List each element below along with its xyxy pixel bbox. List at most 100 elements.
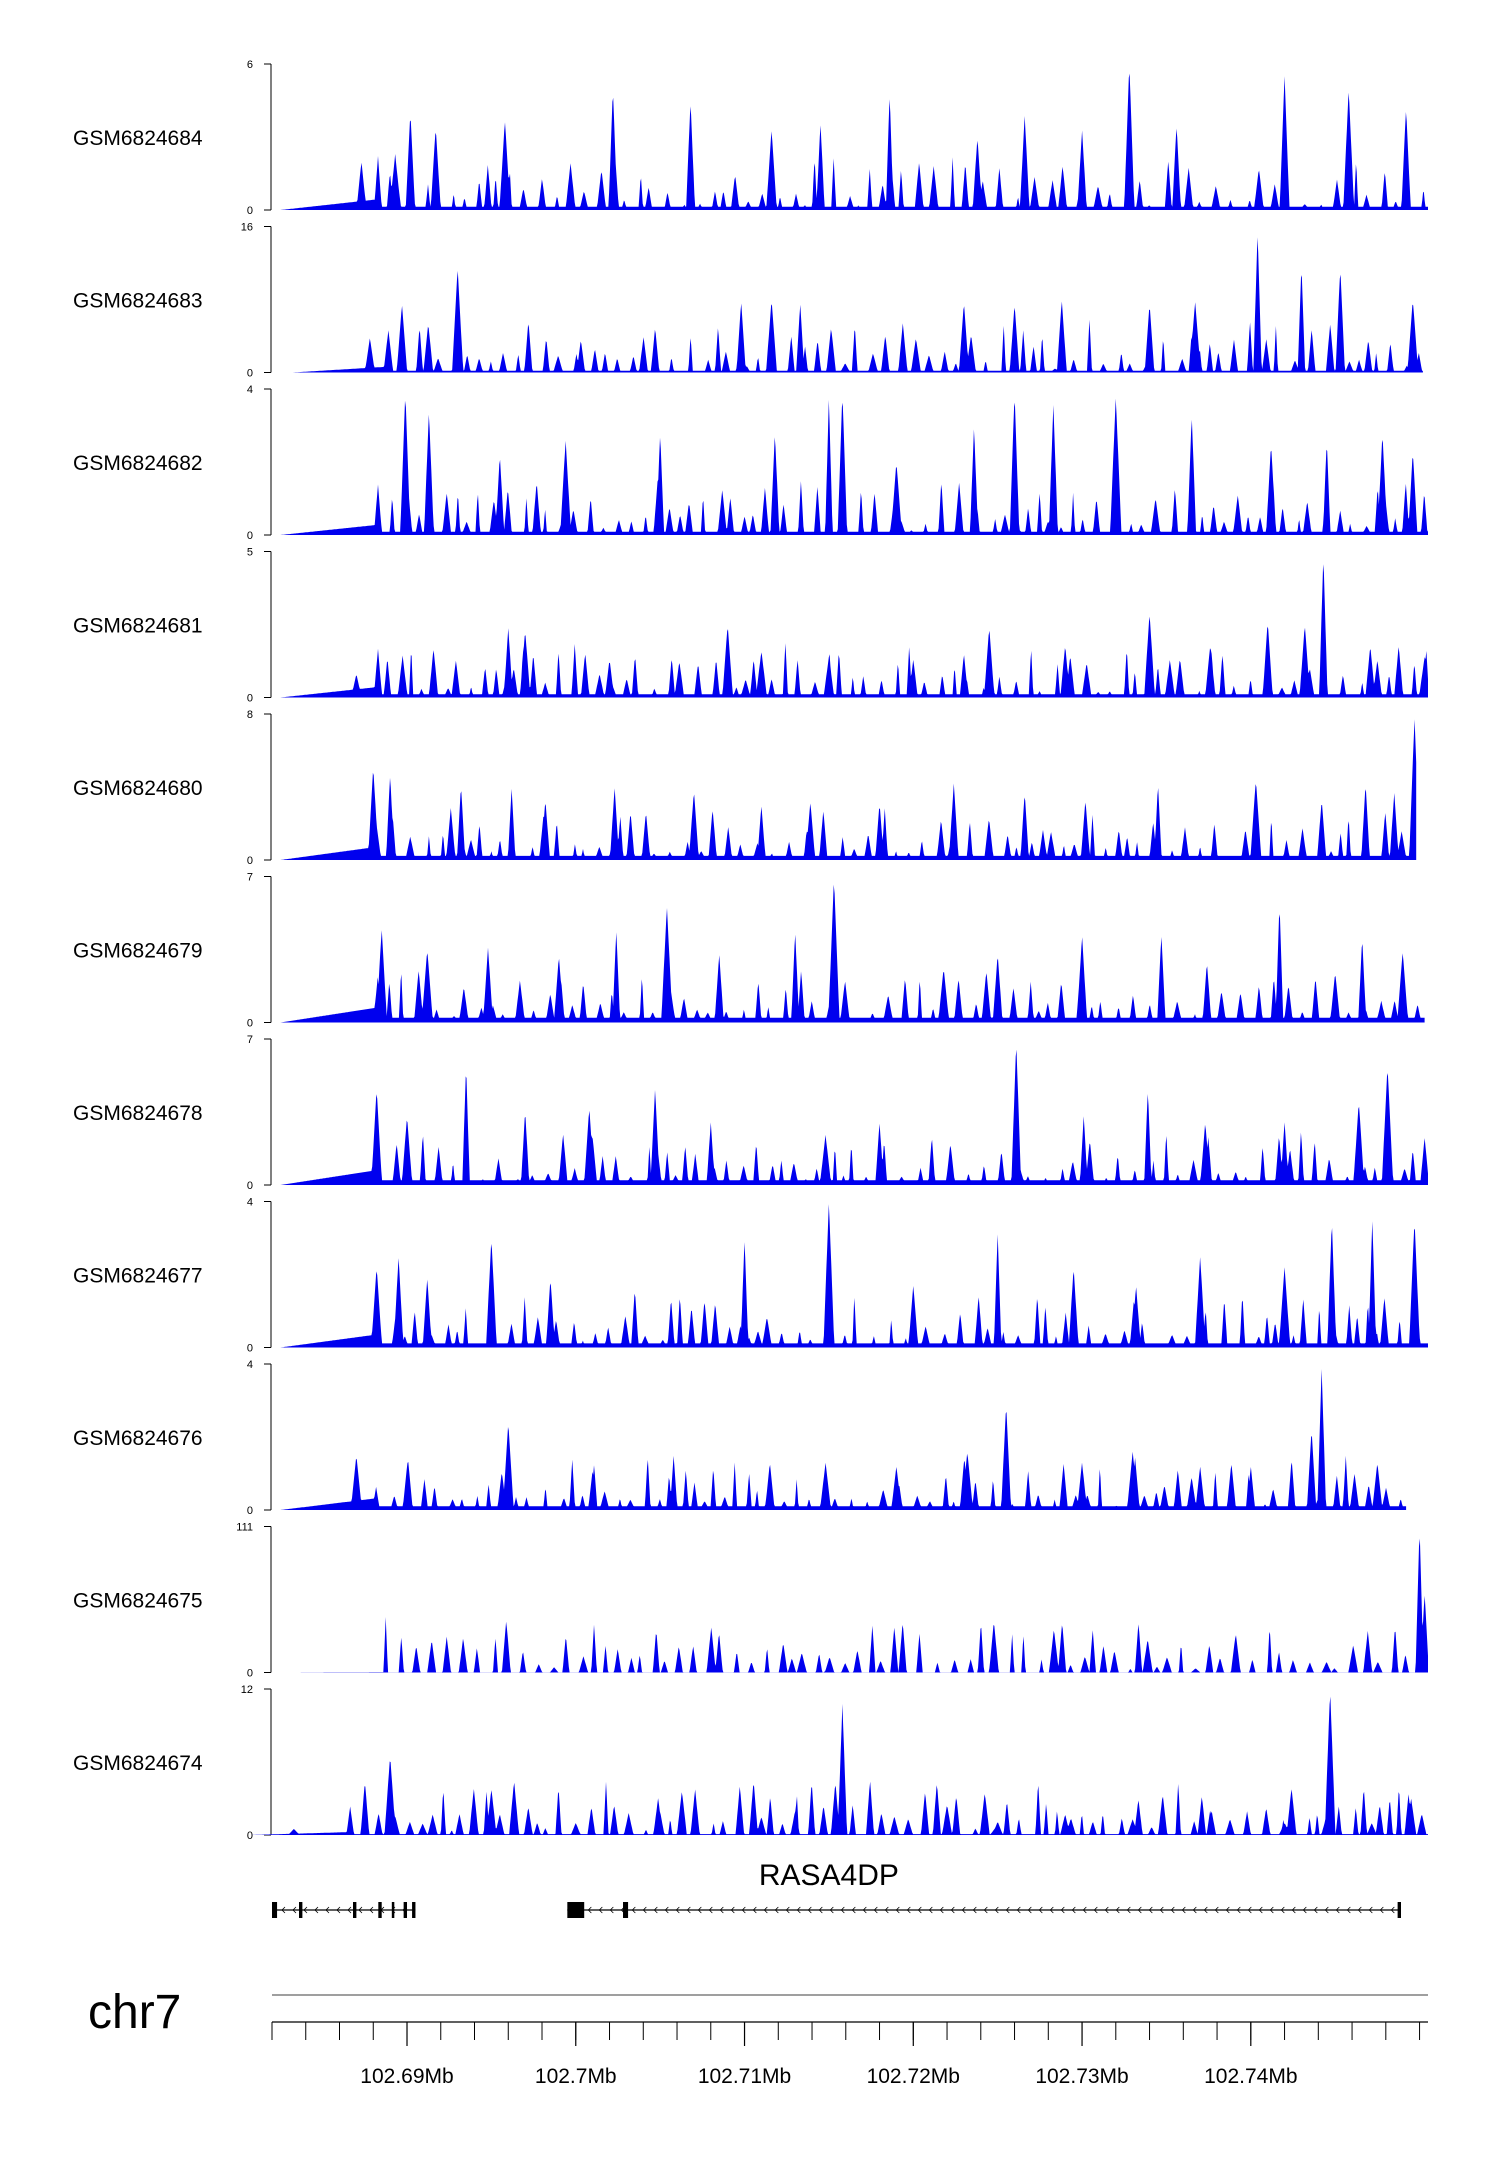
coverage-area: [280, 398, 1428, 535]
strand-arrow: [752, 1906, 757, 1914]
strand-arrow: [1104, 1906, 1109, 1914]
y-max-label: 5: [247, 547, 253, 559]
strand-arrow: [1115, 1906, 1120, 1914]
strand-arrow: [587, 1906, 592, 1914]
y-min-label: 0: [247, 205, 253, 217]
strand-arrow: [873, 1906, 878, 1914]
strand-arrow: [1324, 1906, 1329, 1914]
axis-tick-label: 102.71Mb: [698, 2065, 791, 2088]
strand-arrow: [369, 1906, 374, 1914]
y-max-label: 4: [247, 384, 253, 396]
y-max-label: 4: [247, 1359, 253, 1371]
strand-arrow: [1038, 1906, 1043, 1914]
axis-tick-label: 102.72Mb: [867, 2065, 960, 2088]
strand-arrow: [1247, 1906, 1252, 1914]
strand-arrow: [1170, 1906, 1175, 1914]
strand-arrow: [961, 1906, 966, 1914]
strand-arrow: [1280, 1906, 1285, 1914]
strand-arrow: [686, 1906, 691, 1914]
strand-arrow: [1137, 1906, 1142, 1914]
coverage-area: [250, 1696, 1429, 1835]
strand-arrow: [653, 1906, 658, 1914]
coverage-area: [280, 1369, 1407, 1510]
exon: [623, 1902, 629, 1918]
coverage-area: [280, 564, 1428, 698]
strand-arrow: [862, 1906, 867, 1914]
y-min-label: 0: [247, 693, 253, 705]
exon: [567, 1902, 585, 1918]
y-min-label: 0: [247, 1018, 253, 1030]
strand-arrow: [598, 1906, 603, 1914]
strand-arrow: [303, 1906, 308, 1914]
track-GSM6824683: GSM6824683 16 0: [73, 222, 1423, 380]
strand-arrow: [1203, 1906, 1208, 1914]
strand-arrow: [1016, 1906, 1021, 1914]
strand-arrow: [1159, 1906, 1164, 1914]
strand-arrow: [1192, 1906, 1197, 1914]
track-GSM6824674: GSM6824674 12 0: [73, 1684, 1429, 1842]
track-label: GSM6824678: [73, 1102, 203, 1125]
strand-arrow: [906, 1906, 911, 1914]
coverage-tracks: GSM682468460GSM6824683160GSM682468240GSM…: [73, 59, 1429, 1842]
y-min-label: 0: [247, 1180, 253, 1192]
coverage-area: [280, 884, 1425, 1023]
track-GSM6824684: GSM6824684 6 0: [73, 59, 1428, 217]
exon: [299, 1902, 303, 1918]
exon: [1397, 1902, 1401, 1918]
strand-arrow: [1379, 1906, 1384, 1914]
strand-arrow: [851, 1906, 856, 1914]
exon: [353, 1902, 357, 1918]
strand-arrow: [1082, 1906, 1087, 1914]
coverage-area: [280, 719, 1417, 860]
chromosome-label: chr7: [88, 1986, 181, 2039]
strand-arrow: [917, 1906, 922, 1914]
y-max-label: 8: [247, 709, 253, 721]
strand-arrow: [972, 1906, 977, 1914]
strand-arrow: [884, 1906, 889, 1914]
strand-arrow: [1368, 1906, 1373, 1914]
strand-arrow: [1027, 1906, 1032, 1914]
exon: [412, 1902, 416, 1918]
y-min-label: 0: [247, 1830, 253, 1842]
strand-arrow: [719, 1906, 724, 1914]
y-min-label: 0: [247, 1505, 253, 1517]
strand-arrow: [1258, 1906, 1263, 1914]
strand-arrow: [741, 1906, 746, 1914]
track-label: GSM6824682: [73, 452, 203, 475]
y-max-label: 12: [241, 1684, 253, 1696]
strand-arrow: [983, 1906, 988, 1914]
gene-track: RASA4DP: [272, 1859, 1401, 1918]
strand-arrow: [950, 1906, 955, 1914]
y-min-label: 0: [247, 530, 253, 542]
strand-arrow: [730, 1906, 735, 1914]
coverage-area: [292, 237, 1423, 373]
strand-arrow: [1049, 1906, 1054, 1914]
strand-arrow: [609, 1906, 614, 1914]
track-label: GSM6824677: [73, 1265, 203, 1288]
exon: [378, 1902, 382, 1918]
track-GSM6824676: GSM6824676 4 0: [73, 1359, 1407, 1517]
y-min-label: 0: [247, 855, 253, 867]
y-max-label: 6: [247, 59, 253, 71]
strand-arrow: [895, 1906, 900, 1914]
strand-arrow: [994, 1906, 999, 1914]
track-label: GSM6824684: [73, 127, 203, 150]
strand-arrow: [796, 1906, 801, 1914]
strand-arrow: [292, 1906, 297, 1914]
gene-label: RASA4DP: [759, 1859, 899, 1892]
strand-arrow: [1291, 1906, 1296, 1914]
axis-tick-label: 102.69Mb: [360, 2065, 453, 2088]
track-label: GSM6824683: [73, 290, 203, 313]
strand-arrow: [314, 1906, 319, 1914]
strand-arrow: [1236, 1906, 1241, 1914]
track-label: GSM6824674: [73, 1752, 203, 1775]
strand-arrow: [928, 1906, 933, 1914]
strand-arrow: [708, 1906, 713, 1914]
strand-arrow: [1313, 1906, 1318, 1914]
track-label: GSM6824675: [73, 1590, 203, 1613]
coverage-area: [288, 1538, 1428, 1673]
strand-arrow: [939, 1906, 944, 1914]
track-GSM6824679: GSM6824679 7 0: [73, 872, 1425, 1030]
strand-arrow: [1060, 1906, 1065, 1914]
strand-arrow: [1390, 1906, 1395, 1914]
